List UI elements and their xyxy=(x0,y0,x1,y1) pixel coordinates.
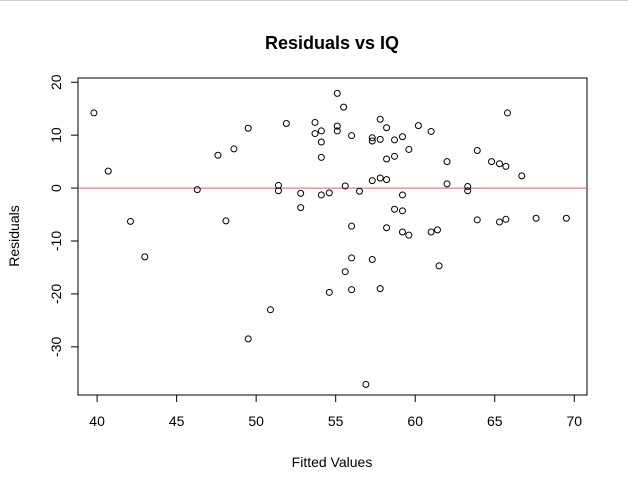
data-point xyxy=(333,127,341,135)
data-point xyxy=(518,172,526,180)
data-point xyxy=(368,137,376,145)
data-point xyxy=(488,158,496,166)
data-point xyxy=(496,160,504,168)
data-point xyxy=(341,182,349,190)
plot-frame xyxy=(77,77,588,396)
x-tick-label: 70 xyxy=(566,413,582,429)
x-tick-label: 45 xyxy=(169,413,185,429)
data-point xyxy=(532,214,540,222)
y-axis-label: Residuals xyxy=(6,205,22,266)
data-point xyxy=(311,118,319,126)
data-point xyxy=(368,177,376,185)
data-point xyxy=(230,145,238,153)
data-point xyxy=(348,222,356,230)
y-tick-label: 10 xyxy=(48,127,64,143)
data-point xyxy=(383,224,391,232)
data-point xyxy=(502,215,510,223)
data-point xyxy=(317,191,325,199)
y-tick-label: -10 xyxy=(48,231,64,251)
data-point xyxy=(405,231,413,239)
data-point xyxy=(282,120,290,128)
data-point xyxy=(443,158,451,166)
data-point xyxy=(333,122,341,130)
x-axis-label: Fitted Values xyxy=(292,454,373,470)
y-tick-label: 20 xyxy=(48,74,64,90)
data-point xyxy=(435,262,443,270)
data-point xyxy=(317,138,325,146)
data-point xyxy=(348,286,356,294)
chart-title: Residuals vs IQ xyxy=(265,33,399,53)
data-point xyxy=(464,187,472,195)
data-point xyxy=(141,253,149,261)
data-point xyxy=(317,153,325,161)
data-points xyxy=(90,89,570,388)
data-point xyxy=(222,217,230,225)
data-point xyxy=(297,204,305,212)
data-point xyxy=(391,152,399,160)
data-point xyxy=(340,103,348,111)
data-point xyxy=(503,109,511,117)
data-point xyxy=(193,186,201,194)
data-point xyxy=(104,167,112,175)
data-point xyxy=(311,130,319,138)
x-axis: 40 45 50 55 60 65 70 xyxy=(89,394,582,429)
data-point xyxy=(391,205,399,213)
x-tick-label: 55 xyxy=(328,413,344,429)
data-point xyxy=(274,187,282,195)
data-point xyxy=(473,147,481,155)
data-point xyxy=(244,124,252,132)
data-point xyxy=(398,133,406,141)
data-point xyxy=(317,127,325,135)
data-point xyxy=(502,162,510,170)
data-point xyxy=(274,181,282,189)
data-point xyxy=(244,335,252,343)
y-axis: -30 -20 -10 0 10 20 xyxy=(48,74,79,357)
data-point xyxy=(368,134,376,142)
data-point xyxy=(405,145,413,153)
data-point xyxy=(383,176,391,184)
data-point xyxy=(433,226,441,234)
data-point xyxy=(398,207,406,215)
data-point xyxy=(341,268,349,276)
data-point xyxy=(90,109,98,117)
data-point xyxy=(398,191,406,199)
data-point xyxy=(348,132,356,140)
data-point xyxy=(348,254,356,262)
data-point xyxy=(414,122,422,130)
data-point xyxy=(383,124,391,132)
data-point xyxy=(562,214,570,222)
x-tick-label: 65 xyxy=(487,413,503,429)
data-point xyxy=(368,256,376,264)
top-divider xyxy=(0,0,628,1)
x-tick-label: 50 xyxy=(248,413,264,429)
data-point xyxy=(383,155,391,163)
data-point xyxy=(356,187,364,195)
data-point xyxy=(443,180,451,188)
data-point xyxy=(496,218,504,226)
data-point xyxy=(266,306,274,314)
data-point xyxy=(398,228,406,236)
data-point xyxy=(325,288,333,296)
y-tick-label: -20 xyxy=(48,284,64,304)
data-point xyxy=(391,136,399,144)
data-point xyxy=(333,89,341,97)
data-point xyxy=(214,151,222,159)
data-point xyxy=(376,285,384,293)
y-tick-label: 0 xyxy=(48,184,64,192)
data-point xyxy=(427,127,435,135)
data-point xyxy=(376,115,384,123)
data-point xyxy=(473,216,481,224)
data-point xyxy=(362,380,370,388)
data-point xyxy=(376,174,384,182)
data-point xyxy=(297,189,305,197)
data-point xyxy=(464,182,472,190)
y-tick-label: -30 xyxy=(48,337,64,357)
data-point xyxy=(126,217,134,225)
x-tick-label: 40 xyxy=(89,413,105,429)
x-tick-label: 60 xyxy=(407,413,423,429)
data-point xyxy=(376,135,384,143)
data-point xyxy=(427,228,435,236)
data-point xyxy=(325,189,333,197)
